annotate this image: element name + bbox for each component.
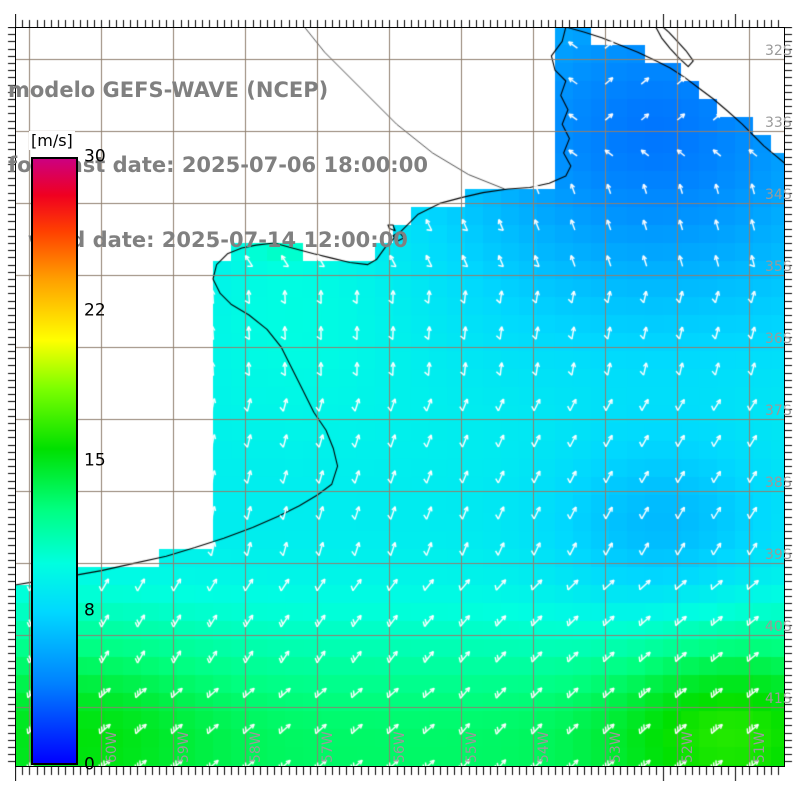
- colorbar-tick-15: 15: [84, 450, 106, 471]
- lon-label-52W: 52W: [680, 731, 697, 763]
- lat-label-38S: 38S: [765, 475, 792, 492]
- lon-label-54W: 54W: [536, 731, 553, 763]
- lat-label-34S: 34S: [765, 187, 792, 204]
- tick-ruler-bottom: [15, 767, 785, 781]
- lat-label-40S: 40S: [765, 619, 792, 636]
- colorbar-tick-22: 22: [84, 300, 106, 321]
- wind-barb-layer: [15, 27, 785, 767]
- lat-label-36S: 36S: [765, 331, 792, 348]
- lat-label-35S: 35S: [765, 259, 792, 276]
- colorbar-tick-8: 8: [84, 600, 95, 621]
- lon-label-59W: 59W: [176, 731, 193, 763]
- lon-label-57W: 57W: [320, 731, 337, 763]
- lon-label-60W: 60W: [104, 731, 121, 763]
- lat-label-37S: 37S: [765, 403, 792, 420]
- lat-label-41S: 41S: [765, 691, 792, 708]
- tick-ruler-top: [15, 14, 785, 27]
- map-plot-area: [15, 27, 785, 767]
- colorbar-tick-0: 0: [84, 754, 95, 775]
- lon-label-58W: 58W: [248, 731, 265, 763]
- lat-label-32S: 32S: [765, 43, 792, 60]
- lon-label-56W: 56W: [392, 731, 409, 763]
- colorbar-unit-label: [m/s]: [29, 131, 75, 150]
- tick-ruler-left: [2, 27, 15, 767]
- colorbar-gradient: [31, 157, 78, 765]
- tick-ruler-right: [785, 27, 798, 767]
- lat-label-39S: 39S: [765, 547, 792, 564]
- lon-label-51W: 51W: [752, 731, 769, 763]
- model-name: modelo GEFS-WAVE (NCEP): [8, 78, 329, 102]
- lat-label-33S: 33S: [765, 115, 792, 132]
- colorbar: [m/s] 30 22 15 8 0: [29, 131, 106, 775]
- lon-label-55W: 55W: [464, 731, 481, 763]
- colorbar-tick-30: 30: [84, 146, 106, 167]
- lon-label-53W: 53W: [608, 731, 625, 763]
